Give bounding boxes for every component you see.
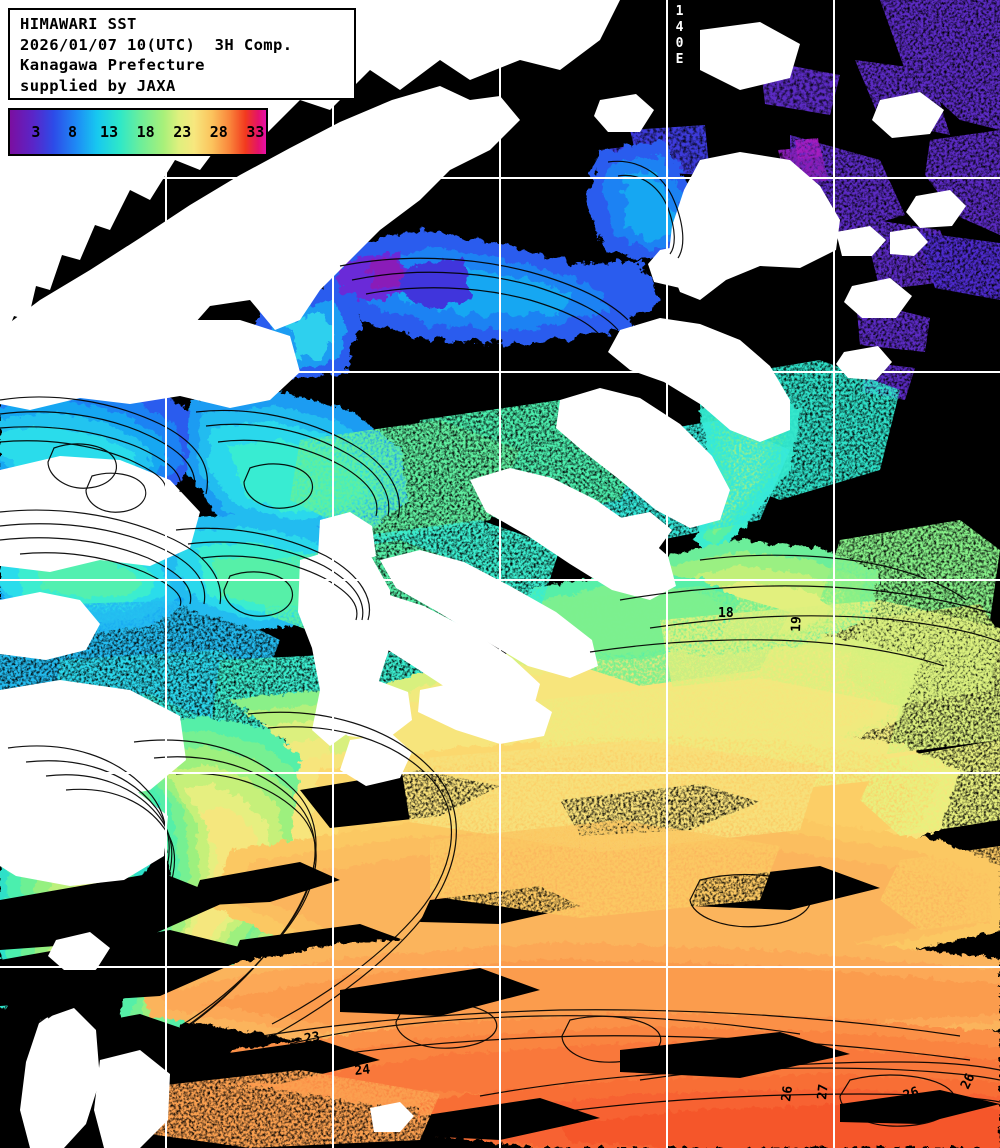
contour-label: 19 <box>52 892 73 913</box>
info-datetime: 2026/01/07 10(UTC) 3H Comp. <box>20 35 293 54</box>
latitude-label: 40N <box>6 352 35 371</box>
info-supplier: supplied by JAXA <box>20 76 176 95</box>
contour-label: 26 <box>901 1084 921 1104</box>
colorbar-tick-18: 18 <box>136 123 155 141</box>
sst-colorbar: 3 8 13 18 23 28 33 <box>8 108 268 156</box>
contour-label: 23 <box>400 998 417 1015</box>
sst-speckle-isolated <box>120 820 780 1148</box>
contour-label: 15 <box>86 986 107 1007</box>
info-region: Kanagawa Prefecture <box>20 56 205 74</box>
colorbar-tick-23: 23 <box>173 123 192 141</box>
info-box: HIMAWARI SST 2026/01/07 10(UTC) 3H Comp.… <box>8 8 356 100</box>
contour-label: 24 <box>354 1062 371 1079</box>
contour-label: 23 <box>303 1029 321 1046</box>
contour-label: 18 <box>718 606 734 621</box>
colorbar-tick-labels: 3 8 13 18 23 28 33 <box>10 110 266 154</box>
contour-label: 19 <box>789 616 805 632</box>
map-contours <box>0 160 1000 1127</box>
colorbar-tick-33: 33 <box>246 123 265 141</box>
colorbar-tick-3: 3 <box>31 123 41 141</box>
contour-label: 26 <box>779 1085 796 1103</box>
colorbar-tick-13: 13 <box>100 123 119 141</box>
colorbar-tick-28: 28 <box>209 123 228 141</box>
contour-label: 26 <box>958 1071 978 1092</box>
colorbar-gradient <box>10 110 266 154</box>
map-land-and-cloud <box>0 0 966 1148</box>
longitude-label: 140E <box>672 4 687 68</box>
contour-label: 20 <box>69 889 90 910</box>
contour-label: 23 <box>503 979 524 1000</box>
info-title: HIMAWARI SST <box>20 15 137 33</box>
contour-label: 27 <box>815 1083 832 1100</box>
colorbar-tick-8: 8 <box>67 123 78 141</box>
